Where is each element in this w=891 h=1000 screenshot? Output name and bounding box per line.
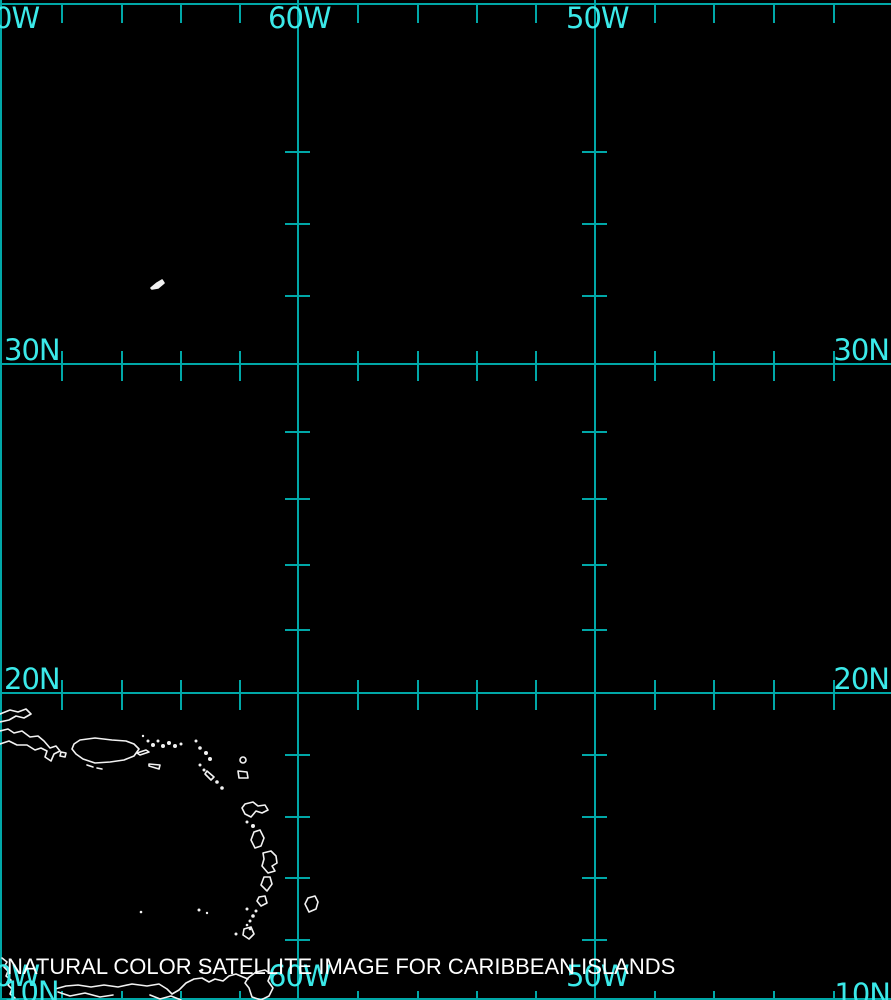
- grid-label-bottom-60w: 60W: [268, 959, 332, 993]
- grid-label-10n-right: 10N: [834, 977, 891, 1000]
- grid-label-20n-right: 20N: [833, 662, 890, 696]
- grid-label-top-70w: 0W: [0, 1, 40, 35]
- grid-label-bottom-50w: 50W: [566, 959, 630, 993]
- grid-label-top-60w: 60W: [268, 1, 332, 35]
- grid-label-30n-right: 30N: [833, 333, 890, 367]
- grid-label-10n-left: 10N: [3, 975, 60, 1000]
- grid-label-bottom-70w: 0W: [0, 959, 40, 993]
- grid-label-30n-left: 30N: [4, 333, 61, 367]
- grid-label-top-50w: 50W: [566, 1, 630, 35]
- image-caption-block: NATURAL COLOR SATELLITE IMAGE FOR CARIBB…: [7, 911, 675, 1000]
- grid-label-20n-left: 20N: [4, 662, 61, 696]
- caption-title-line: NATURAL COLOR SATELLITE IMAGE FOR CARIBB…: [7, 954, 676, 979]
